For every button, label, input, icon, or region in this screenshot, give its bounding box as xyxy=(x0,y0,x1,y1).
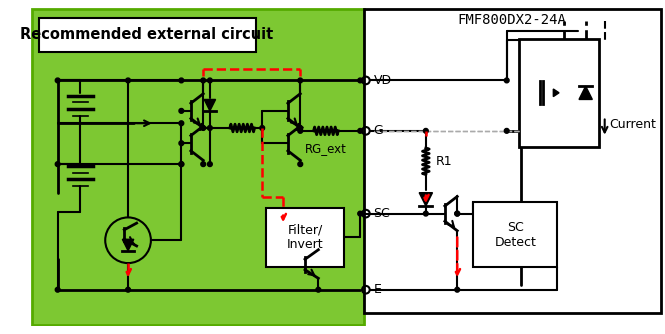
Circle shape xyxy=(55,287,60,292)
Circle shape xyxy=(179,162,184,167)
Circle shape xyxy=(179,78,184,83)
Text: RG_ext: RG_ext xyxy=(305,142,347,155)
FancyBboxPatch shape xyxy=(519,38,599,147)
Circle shape xyxy=(504,78,509,83)
Circle shape xyxy=(424,129,428,133)
Circle shape xyxy=(358,211,362,216)
Circle shape xyxy=(298,129,303,133)
Circle shape xyxy=(126,78,130,83)
Text: G: G xyxy=(374,124,383,137)
Polygon shape xyxy=(204,100,215,111)
Text: SC: SC xyxy=(374,207,390,220)
Circle shape xyxy=(179,109,184,113)
Circle shape xyxy=(207,162,212,167)
FancyBboxPatch shape xyxy=(473,202,557,267)
Circle shape xyxy=(455,211,460,216)
Circle shape xyxy=(179,162,184,167)
Text: SC
Detect: SC Detect xyxy=(494,220,536,248)
FancyBboxPatch shape xyxy=(266,208,344,267)
Polygon shape xyxy=(122,239,134,251)
Circle shape xyxy=(424,211,428,216)
FancyBboxPatch shape xyxy=(364,9,661,313)
Circle shape xyxy=(201,162,205,167)
Circle shape xyxy=(298,162,303,167)
Circle shape xyxy=(298,126,303,130)
Text: VD: VD xyxy=(374,74,392,87)
Circle shape xyxy=(179,141,184,146)
Text: FMF800DX2-24A: FMF800DX2-24A xyxy=(457,13,566,26)
Circle shape xyxy=(207,78,212,83)
FancyBboxPatch shape xyxy=(32,9,364,325)
Text: Filter/
Invert: Filter/ Invert xyxy=(287,223,323,252)
Text: Recommended external circuit: Recommended external circuit xyxy=(21,27,274,42)
Circle shape xyxy=(179,121,184,126)
Polygon shape xyxy=(553,89,559,97)
Circle shape xyxy=(358,78,362,83)
Polygon shape xyxy=(419,193,432,206)
FancyBboxPatch shape xyxy=(39,18,255,52)
Text: E: E xyxy=(374,283,382,296)
Circle shape xyxy=(207,126,212,130)
Circle shape xyxy=(455,287,460,292)
Circle shape xyxy=(504,129,509,133)
Circle shape xyxy=(455,211,460,216)
Circle shape xyxy=(201,78,205,83)
Circle shape xyxy=(316,287,321,292)
Text: Current: Current xyxy=(609,118,656,131)
Circle shape xyxy=(55,162,60,167)
Circle shape xyxy=(358,129,362,133)
Polygon shape xyxy=(579,86,593,100)
Circle shape xyxy=(126,287,130,292)
Circle shape xyxy=(201,126,205,130)
Circle shape xyxy=(298,78,303,83)
Circle shape xyxy=(260,126,265,130)
Circle shape xyxy=(55,78,60,83)
Text: R1: R1 xyxy=(436,155,452,168)
